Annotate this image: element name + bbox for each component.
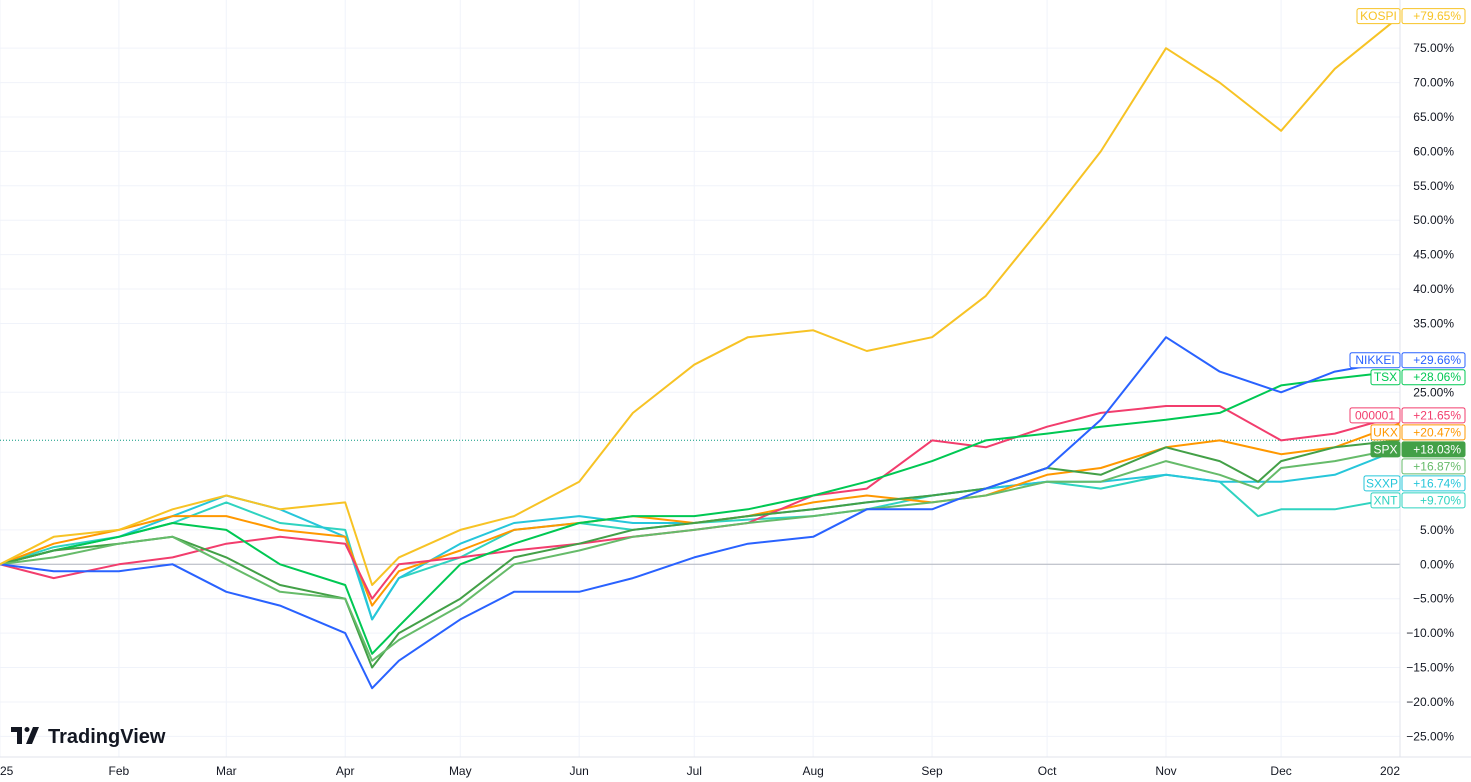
series-line-spx[interactable]: [0, 439, 1401, 669]
x-tick-label: Feb: [109, 764, 130, 778]
x-tick-label: Aug: [802, 764, 823, 778]
series-value-box: [1401, 352, 1466, 369]
series-line-nikkei[interactable]: [0, 336, 1401, 690]
series-tag-xnt[interactable]: +9.70% XNT: [1370, 492, 1466, 509]
y-tick-label: 35.00%: [1413, 316, 1454, 330]
series-value-box: [1401, 369, 1466, 386]
y-tick-label: 0.00%: [1420, 557, 1454, 571]
x-tick-label: Nov: [1155, 764, 1176, 778]
series-tag-spx[interactable]: +18.03% SPX: [1370, 441, 1466, 458]
series-name-box: [1370, 369, 1401, 386]
y-tick-label: 50.00%: [1413, 213, 1454, 227]
series-last-value: +9.70%: [1420, 493, 1461, 507]
series-line-tsx[interactable]: [0, 370, 1401, 655]
series-value-box: [1401, 458, 1466, 475]
series-last-value: +16.74%: [1413, 476, 1461, 490]
series-tag-nikkei[interactable]: +29.66% NIKKEI: [1349, 352, 1466, 369]
series-tag-000001[interactable]: +21.65% 000001: [1349, 407, 1466, 424]
series-last-value: +16.87%: [1413, 459, 1461, 473]
series-line-ukx[interactable]: [0, 422, 1401, 607]
series-last-value: +18.03%: [1413, 442, 1461, 456]
series-last-value: +20.47%: [1413, 425, 1461, 439]
y-tick-label: −20.00%: [1406, 695, 1454, 709]
y-tick-label: 70.00%: [1413, 76, 1454, 90]
series-tag-kospi[interactable]: +79.65% KOSPI: [1356, 8, 1466, 25]
x-tick-label: 202: [1380, 764, 1400, 778]
series-value-box: [1401, 475, 1466, 492]
y-tick-label: −25.00%: [1406, 729, 1454, 743]
x-tick-label: Sep: [921, 764, 943, 778]
series-name: UKX: [1373, 425, 1398, 439]
series-value-box: [1401, 492, 1466, 509]
tradingview-logo[interactable]: TradingView: [11, 726, 166, 748]
series-name-box: [1356, 8, 1401, 25]
x-tick-label: Jul: [687, 764, 702, 778]
series-name-box: [1349, 407, 1401, 424]
y-tick-label: 60.00%: [1413, 144, 1454, 158]
series-last-value: +29.66%: [1413, 353, 1461, 367]
x-tick-label: May: [449, 764, 472, 778]
series-line-kospi[interactable]: [0, 15, 1401, 586]
series-value-box: [1401, 8, 1466, 25]
series-name-box: [1370, 441, 1401, 458]
y-tick-label: 40.00%: [1413, 282, 1454, 296]
series-name: TSX: [1374, 370, 1397, 384]
series-name-box: [1370, 424, 1401, 441]
y-tick-label: 75.00%: [1413, 41, 1454, 55]
y-tick-label: 45.00%: [1413, 248, 1454, 262]
series-value-box: [1401, 441, 1466, 458]
series-last-value: +79.65%: [1413, 9, 1461, 23]
y-tick-label: 25.00%: [1413, 385, 1454, 399]
series-value-box: [1401, 424, 1466, 441]
series-tag-sxxp[interactable]: +16.74% SXXP: [1363, 475, 1466, 492]
series-tag-unnamed-6[interactable]: +16.87%: [1401, 458, 1466, 475]
series-tags: +79.65% KOSPI +29.66% NIKKEI +28.06% TSX +21.6…: [1349, 8, 1466, 509]
x-tick-label: Oct: [1038, 764, 1057, 778]
tradingview-logo-text: TradingView: [48, 726, 166, 748]
series-name: XNT: [1374, 493, 1399, 507]
y-tick-label: 65.00%: [1413, 110, 1454, 124]
y-tick-label: 5.00%: [1420, 523, 1454, 537]
x-tick-label: 25: [0, 764, 14, 778]
y-tick-label: −15.00%: [1406, 661, 1454, 675]
series-layer: [0, 15, 1401, 690]
series-line-unnamed-6[interactable]: [0, 447, 1401, 662]
series-tag-tsx[interactable]: +28.06% TSX: [1370, 369, 1466, 386]
series-name: 000001: [1355, 408, 1395, 422]
series-name-box: [1370, 492, 1401, 509]
x-tick-label: Dec: [1270, 764, 1291, 778]
x-tick-label: Mar: [216, 764, 237, 778]
time-scale[interactable]: 25 Feb Mar Apr May Jun Jul Aug Sep Oct Nov Dec 202: [0, 764, 1400, 778]
tradingview-logo-icon: [11, 727, 39, 744]
y-tick-label: −5.00%: [1413, 592, 1454, 606]
y-tick-label: −10.00%: [1406, 626, 1454, 640]
x-tick-label: Jun: [569, 764, 588, 778]
series-name-box: [1363, 475, 1401, 492]
series-name: SXXP: [1366, 476, 1398, 490]
series-last-value: +21.65%: [1413, 408, 1461, 422]
x-tick-label: Apr: [336, 764, 355, 778]
series-name: NIKKEI: [1355, 353, 1394, 367]
series-value-box: [1401, 407, 1466, 424]
series-name: SPX: [1373, 442, 1397, 456]
series-name-box: [1349, 352, 1401, 369]
y-tick-label: 55.00%: [1413, 179, 1454, 193]
series-name: KOSPI: [1360, 9, 1397, 23]
series-tag-ukx[interactable]: +20.47% UKX: [1370, 424, 1466, 441]
price-scale[interactable]: 75.00% 70.00% 65.00% 60.00% 55.00% 50.00% 45.0…: [1406, 41, 1454, 743]
series-last-value: +28.06%: [1413, 370, 1461, 384]
